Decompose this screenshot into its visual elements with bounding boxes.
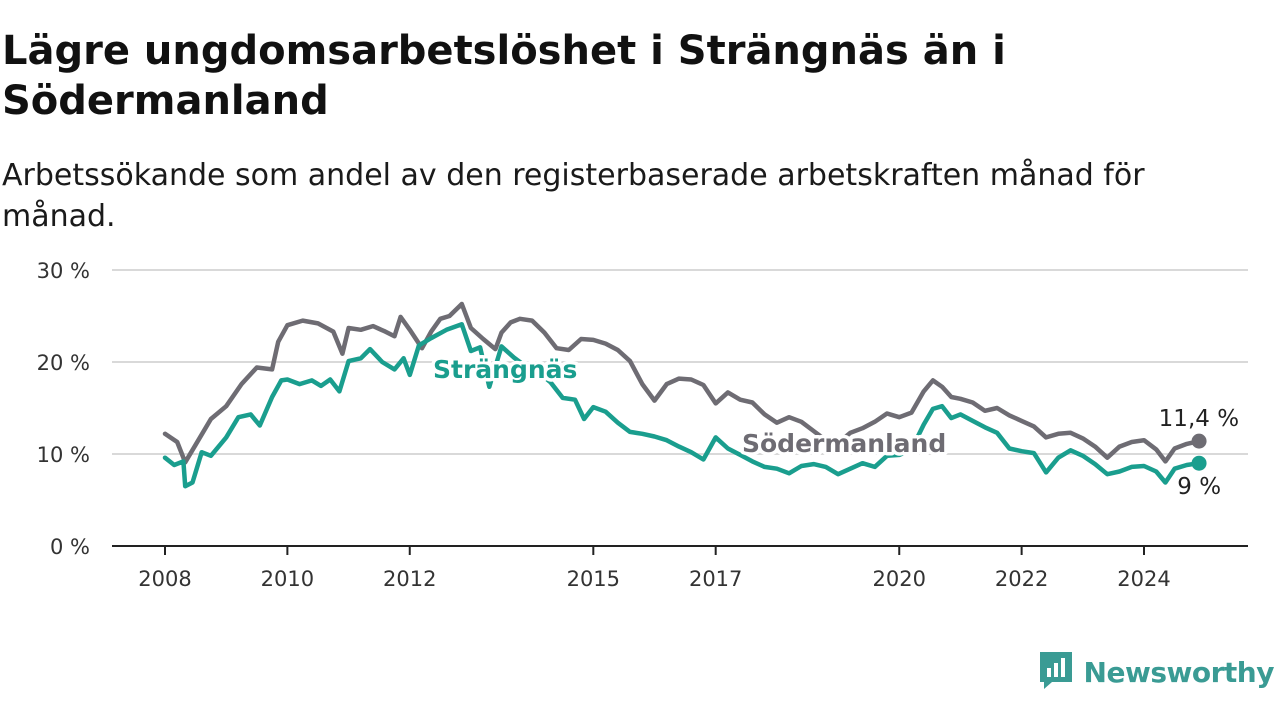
series-line-strangnas: [162, 322, 1202, 489]
series-label-strangnas: Strängnäs: [433, 355, 577, 384]
x-tick-label: 2017: [689, 567, 742, 591]
end-point-sodermanland: [1191, 433, 1207, 449]
y-tick-label: 0 %: [50, 535, 90, 559]
line-chart: 0 % 10 % 20 % 30 % 2008 2010 2012 2015 2017 2020…: [37, 259, 1248, 591]
chart-subtitle: Arbetssökande som andel av den registerb…: [2, 158, 1145, 234]
x-tick-label: 2010: [261, 567, 314, 591]
y-tick-label: 20 %: [37, 351, 90, 375]
series-line-sodermanland: [162, 301, 1202, 465]
end-label-strangnas: 9 %: [1177, 474, 1221, 500]
end-label-sodermanland: 11,4 %: [1159, 406, 1239, 432]
series-labels: Strängnäs Södermanland 11,4 % 9 %: [430, 352, 1242, 503]
x-tick-label: 2022: [995, 567, 1048, 591]
gridlines: [112, 269, 1248, 455]
series-label-sodermanland: Södermanland: [742, 429, 946, 458]
newsworthy-logo-icon: [1038, 650, 1074, 694]
y-axis-ticks: 0 % 10 % 20 % 30 %: [37, 259, 90, 559]
x-tick-label: 2012: [383, 567, 436, 591]
brand-footer: Newsworthy: [1038, 650, 1275, 694]
x-axis: 2008 2010 2012 2015 2017 2020 2022 2024: [112, 545, 1248, 591]
x-tick-label: 2015: [567, 567, 620, 591]
x-tick-label: 2020: [873, 567, 926, 591]
brand-name: Newsworthy: [1083, 655, 1275, 689]
x-tick-label: 2024: [1117, 567, 1170, 591]
y-tick-label: 30 %: [37, 259, 90, 283]
y-tick-label: 10 %: [37, 443, 90, 467]
chart-title: Lägre ungdomsarbetslöshet i Strängnäs än…: [2, 28, 1006, 124]
series-lines: [162, 301, 1207, 489]
x-tick-label: 2008: [138, 567, 191, 591]
end-point-strangnas: [1191, 455, 1207, 471]
